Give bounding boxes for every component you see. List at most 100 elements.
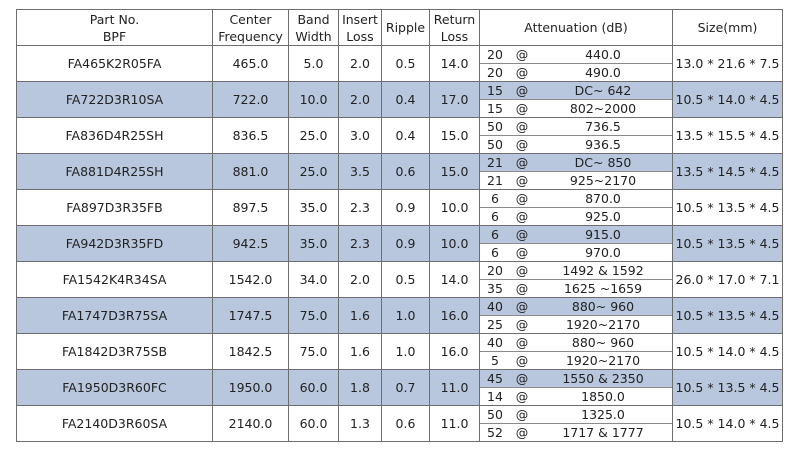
attenuation-frequency: 802~2000 [569, 101, 637, 116]
header-insert-loss: Insert Loss [338, 9, 382, 46]
attenuation-db: 40 [487, 299, 503, 314]
size-cell: 10.5 * 13.5 * 4.5 [672, 225, 783, 262]
band-width-cell: 25.0 [288, 117, 339, 154]
attenuation-at-sign: @ [515, 317, 529, 332]
table-row: FA1950D3R60FC 1950.0 60.0 1.8 0.7 11.0 45 @1550… [16, 369, 783, 406]
attenuation-line: 21 @ DC~ 850 [480, 154, 672, 171]
attenuation-line: 50 @936.5 [480, 135, 672, 153]
table-row: FA1842D3R75SB 1842.5 75.0 1.6 1.0 16.0 40 @880~… [16, 333, 783, 370]
center-frequency-cell: 722.0 [212, 81, 289, 118]
part-number-cell: FA1542K4R34SA [16, 261, 213, 298]
attenuation-frequency: 925~2170 [569, 173, 637, 188]
return-loss-cell: 10.0 [429, 189, 480, 226]
attenuation-line: 6 @915.0 [480, 226, 672, 243]
attenuation-at-sign: @ [515, 101, 529, 116]
part-number-cell: FA1747D3R75SA [16, 297, 213, 334]
attenuation-frequency: 870.0 [585, 191, 621, 206]
table-row: FA942D3R35FD 942.5 35.0 2.3 0.9 10.0 6 @915.0 6 @… [16, 225, 783, 262]
attenuation-at-sign: @ [515, 371, 529, 386]
attenuation-at-sign: @ [515, 425, 529, 440]
center-frequency-cell: 897.5 [212, 189, 289, 226]
header-band-width: Band Width [288, 9, 339, 46]
size-cell: 10.5 * 13.5 * 4.5 [672, 369, 783, 406]
ripple-cell: 0.4 [381, 81, 430, 118]
attenuation-db: 50 [487, 137, 503, 152]
center-frequency-cell: 881.0 [212, 153, 289, 190]
table-row: FA722D3R10SA 722.0 10.0 2.0 0.4 17.0 15 @ DC~ 64… [16, 81, 783, 118]
part-number-cell: FA1842D3R75SB [16, 333, 213, 370]
attenuation-frequency: 936.5 [585, 137, 621, 152]
attenuation-frequency: 1717 & 1777 [562, 425, 644, 440]
attenuation-at-sign: @ [515, 83, 529, 98]
attenuation-frequency: 1625 ~1659 [563, 281, 643, 296]
insert-loss-cell: 3.5 [338, 153, 382, 190]
center-frequency-cell: 2140.0 [212, 405, 289, 442]
size-cell: 10.5 * 13.5 * 4.5 [672, 189, 783, 226]
band-width-cell: 35.0 [288, 189, 339, 226]
return-loss-cell: 14.0 [429, 45, 480, 82]
size-cell: 10.5 * 14.0 * 4.5 [672, 81, 783, 118]
attenuation-cell: 50 @736.5 50 @936.5 [479, 117, 673, 154]
return-loss-cell: 14.0 [429, 261, 480, 298]
attenuation-frequency: 1920~2170 [565, 317, 641, 332]
ripple-cell: 1.0 [381, 333, 430, 370]
attenuation-frequency: 1325.0 [581, 407, 625, 422]
attenuation-cell: 6 @915.0 6 @970.0 [479, 225, 673, 262]
part-number-cell: FA942D3R35FD [16, 225, 213, 262]
attenuation-frequency: 490.0 [585, 65, 621, 80]
size-cell: 10.5 * 13.5 * 4.5 [672, 297, 783, 334]
insert-loss-cell: 2.0 [338, 261, 382, 298]
table-row: FA1542K4R34SA 1542.0 34.0 2.0 0.5 14.0 20 @1492… [16, 261, 783, 298]
attenuation-line: 14 @1850.0 [480, 387, 672, 405]
ripple-cell: 0.9 [381, 225, 430, 262]
attenuation-db: 14 [487, 389, 503, 404]
attenuation-at-sign: @ [515, 137, 529, 152]
attenuation-line: 40 @880~ 960 [480, 298, 672, 315]
header-part-no: Part No. BPF [16, 9, 213, 46]
center-frequency-cell: 1842.5 [212, 333, 289, 370]
table-row: FA465K2R05FA 465.0 5.0 2.0 0.5 14.0 20 @440.0 20… [16, 45, 783, 82]
return-loss-cell: 11.0 [429, 405, 480, 442]
attenuation-db: 45 [487, 371, 503, 386]
band-width-cell: 75.0 [288, 297, 339, 334]
attenuation-at-sign: @ [515, 353, 529, 368]
table-row: FA2140D3R60SA 2140.0 60.0 1.3 0.6 11.0 50 @1325… [16, 405, 783, 442]
part-number-cell: FA2140D3R60SA [16, 405, 213, 442]
attenuation-frequency: 1850.0 [581, 389, 625, 404]
band-width-cell: 35.0 [288, 225, 339, 262]
attenuation-cell: 40 @880~ 960 25 @1920~2170 [479, 297, 673, 334]
return-loss-cell: 16.0 [429, 333, 480, 370]
attenuation-cell: 15 @ DC~ 642 15 @802~2000 [479, 81, 673, 118]
attenuation-line: 40 @880~ 960 [481, 335, 672, 352]
attenuation-db: 20 [487, 47, 503, 62]
insert-loss-cell: 2.0 [338, 81, 382, 118]
attenuation-line: 52 @1717 & 1777 [480, 423, 672, 441]
attenuation-line: 6 @870.0 [481, 191, 672, 208]
attenuation-db: 20 [487, 65, 503, 80]
table-row: FA897D3R35FB 897.5 35.0 2.3 0.9 10.0 6 @870.0 6 @… [16, 189, 783, 226]
attenuation-db: 5 [491, 353, 499, 368]
header-row: Part No. BPF Center Frequency Band Width In… [16, 9, 783, 46]
size-cell: 26.0 * 17.0 * 7.1 [672, 261, 783, 298]
attenuation-at-sign: @ [515, 209, 529, 224]
band-width-cell: 60.0 [288, 369, 339, 406]
attenuation-at-sign: @ [515, 263, 529, 278]
part-number-cell: FA836D4R25SH [16, 117, 213, 154]
center-frequency-cell: 836.5 [212, 117, 289, 154]
size-cell: 10.5 * 14.0 * 4.5 [672, 405, 783, 442]
band-width-cell: 10.0 [288, 81, 339, 118]
attenuation-frequency: 440.0 [585, 47, 621, 62]
attenuation-frequency: 880~ 960 [571, 299, 635, 314]
return-loss-cell: 10.0 [429, 225, 480, 262]
header-size: Size(mm) [672, 9, 783, 46]
attenuation-line: 20 @490.0 [480, 63, 672, 81]
size-cell: 10.5 * 14.0 * 4.5 [672, 333, 783, 370]
attenuation-frequency: 880~ 960 [571, 335, 635, 350]
attenuation-line: 15 @ DC~ 642 [480, 82, 672, 99]
attenuation-db: 40 [487, 335, 503, 350]
attenuation-frequency: DC~ 850 [574, 155, 632, 170]
table-row: FA836D4R25SH 836.5 25.0 3.0 0.4 15.0 50 @736.5 5… [16, 117, 783, 154]
header-ripple: Ripple [381, 9, 430, 46]
table-row: FA1747D3R75SA 1747.5 75.0 1.6 1.0 16.0 40 @880~… [16, 297, 783, 334]
attenuation-line: 35 @1625 ~1659 [480, 279, 672, 297]
